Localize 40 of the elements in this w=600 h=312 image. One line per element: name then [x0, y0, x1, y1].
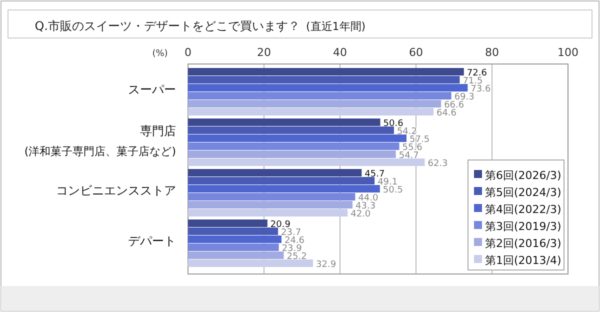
category: 専門店: [140, 124, 176, 138]
data-label: 50.6: [383, 118, 404, 129]
data-label: 66.6: [444, 100, 464, 110]
xtick: 100: [558, 46, 578, 59]
legend-label: 第4回(2022/3): [485, 203, 562, 216]
category: デパート: [128, 234, 176, 248]
data-label: 32.9: [316, 260, 336, 270]
data-label: 71.5: [462, 76, 483, 86]
category: (洋和菓子専門店、菓子店など): [24, 144, 176, 158]
legend-label: 第2回(2016/3): [485, 237, 562, 250]
data-label: 43.3: [356, 201, 376, 212]
data-label: 64.6: [436, 108, 457, 118]
xtick: 80: [485, 46, 499, 59]
data-label: 73.6: [470, 84, 491, 94]
xtick: 0: [184, 46, 192, 59]
subtitle: (直近1年間): [306, 20, 366, 33]
data-label: 20.9: [270, 220, 290, 230]
legend-label: 第5回(2024/3): [485, 186, 562, 199]
data-label: 23.7: [281, 228, 302, 238]
data-label: 44.0: [358, 193, 378, 204]
data-label: 69.3: [454, 92, 474, 102]
legend-label: 第1回(2013/4): [485, 254, 562, 267]
xtick: 60: [409, 46, 423, 59]
data-label: 42.0: [350, 209, 371, 220]
data-label: 24.6: [284, 236, 305, 246]
data-label: 45.7: [364, 169, 385, 180]
data-label: 25.2: [286, 252, 307, 262]
category: スーパー: [128, 82, 176, 96]
data-label: 49.1: [378, 177, 398, 188]
legend-label: 第6回(2026/3): [485, 169, 562, 182]
title: Q.市販のスイーツ・デザートをどこで買います？: [34, 19, 300, 33]
xtick: 40: [333, 46, 347, 59]
data-label: 50.5: [382, 185, 403, 196]
xlabel: (%): [152, 49, 168, 59]
category: コンビニエンスストア: [56, 183, 176, 198]
data-label: 62.3: [428, 158, 448, 169]
legend-label: 第3回(2019/3): [485, 220, 562, 233]
data-label: 72.6: [466, 68, 487, 78]
xtick: 20: [257, 46, 271, 59]
data-label: 23.9: [282, 244, 302, 254]
